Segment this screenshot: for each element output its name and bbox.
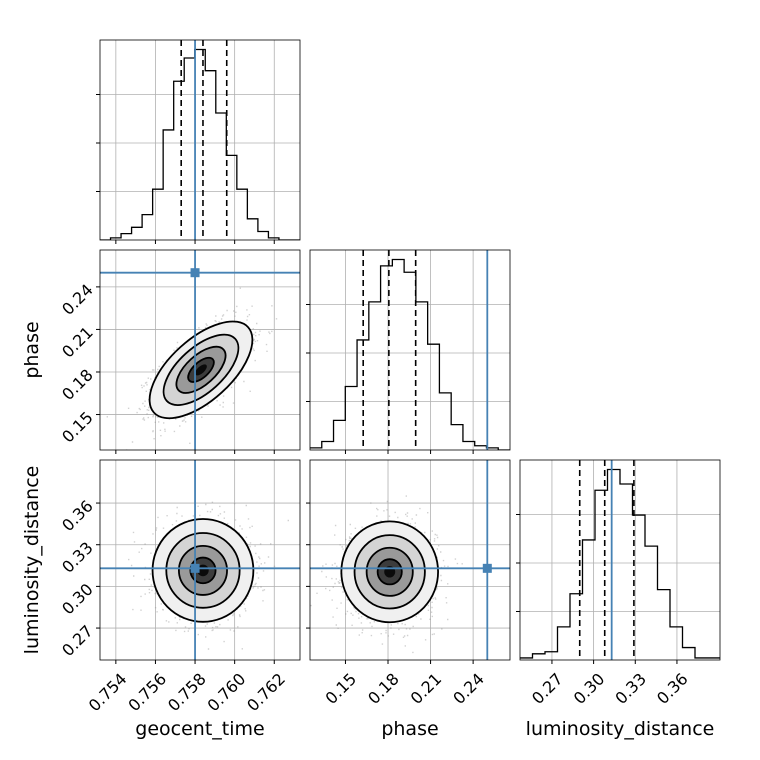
contour-line-2: [175, 345, 227, 394]
truth-marker: [482, 563, 492, 573]
y-tick-label-luminosity_distance: 0.33: [58, 538, 97, 577]
x-tick-label-luminosity_distance: 0.36: [653, 669, 692, 708]
hist-step-phase: [310, 258, 510, 450]
x-tick-label-geocent_time: 0.760: [204, 669, 250, 715]
panel-frame: [309, 249, 511, 451]
x-tick-label-luminosity_distance: 0.33: [611, 669, 650, 708]
joint-panel-geocent_time-luminosity_distance: [96, 459, 301, 664]
contour-line-2: [178, 544, 228, 596]
contour-line-1: [165, 532, 241, 609]
joint-content: [100, 250, 300, 450]
y-axis-label-phase: phase: [21, 321, 43, 378]
y-tick-label-luminosity_distance: 0.36: [58, 496, 97, 535]
y-axis-label-luminosity_distance: luminosity_distance: [21, 466, 43, 655]
panel-frame: [99, 39, 301, 241]
y-tick-label-luminosity_distance: 0.27: [58, 621, 97, 660]
y-tick-label-phase: 0.21: [58, 323, 97, 362]
hist-panel-luminosity_distance: [516, 459, 721, 664]
x-tick-label-luminosity_distance: 0.27: [528, 669, 567, 708]
contour-line-3: [376, 558, 403, 586]
joint-content: [310, 460, 510, 660]
x-tick-label-phase: 0.24: [449, 669, 488, 708]
contour-line-0: [148, 320, 254, 420]
contour-line-3: [189, 556, 217, 585]
x-tick-label-luminosity_distance: 0.30: [570, 669, 609, 708]
y-tick-label-phase: 0.15: [58, 408, 97, 447]
hist-panel-phase: [306, 249, 511, 454]
x-tick-label-phase: 0.15: [322, 669, 361, 708]
panel-frame: [99, 459, 301, 661]
x-tick-label-phase: 0.18: [364, 669, 403, 708]
x-tick-label-geocent_time: 0.762: [243, 669, 289, 715]
joint-panel-geocent_time-phase: [96, 249, 301, 454]
contour-line-0: [340, 520, 439, 624]
contour-line-2: [365, 546, 414, 597]
hist-panel-geocent_time: [96, 39, 301, 244]
panel-frame: [519, 459, 721, 661]
x-axis-label-phase: phase: [381, 718, 438, 740]
density-level-4: [195, 364, 207, 376]
x-tick-label-geocent_time: 0.756: [124, 669, 170, 715]
panel-frame: [309, 459, 511, 661]
y-tick-label-phase: 0.24: [58, 280, 97, 319]
hist-step-luminosity_distance: [520, 468, 720, 659]
joint-panel-phase-luminosity_distance: [306, 459, 511, 664]
truth-marker: [190, 563, 200, 573]
y-tick-label-luminosity_distance: 0.30: [58, 580, 97, 619]
truth-marker: [190, 268, 200, 278]
contour-line-1: [353, 534, 426, 610]
y-tick-label-phase: 0.18: [58, 365, 97, 404]
x-axis-label-geocent_time: geocent_time: [135, 718, 264, 740]
contour-line-0: [151, 518, 255, 623]
contour-line-1: [162, 333, 240, 406]
x-tick-label-geocent_time: 0.754: [85, 669, 131, 715]
panel-frame: [99, 249, 301, 451]
x-tick-label-phase: 0.21: [407, 669, 446, 708]
hist-step-geocent_time: [100, 48, 300, 240]
joint-content: [100, 460, 300, 660]
x-axis-label-luminosity_distance: luminosity_distance: [526, 718, 715, 740]
x-tick-label-geocent_time: 0.758: [164, 669, 210, 715]
